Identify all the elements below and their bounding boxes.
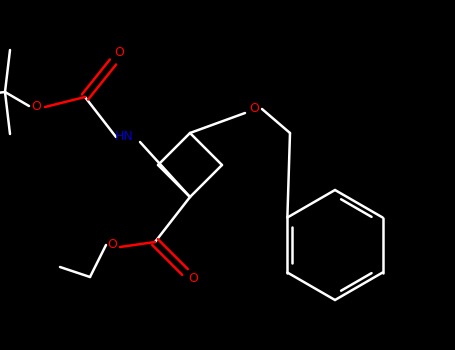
- Text: O: O: [114, 46, 124, 58]
- Text: O: O: [107, 238, 117, 252]
- Text: HN: HN: [115, 131, 133, 144]
- Text: O: O: [249, 103, 259, 116]
- Text: O: O: [188, 272, 198, 285]
- Text: O: O: [31, 100, 41, 113]
